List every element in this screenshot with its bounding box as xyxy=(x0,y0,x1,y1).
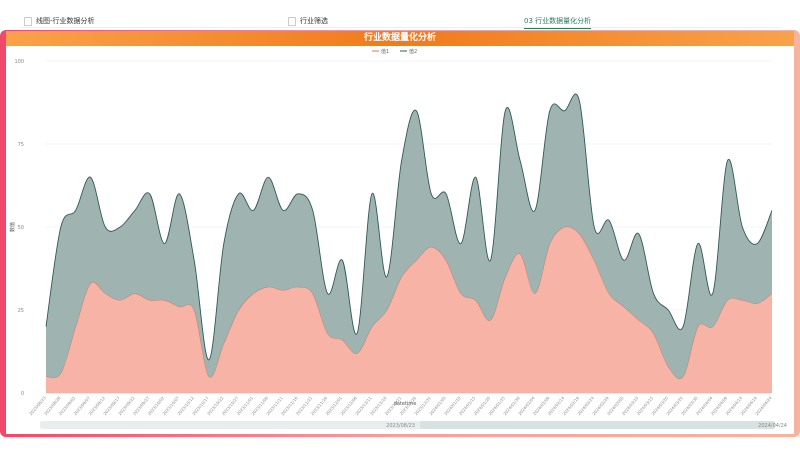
legend-label: 值1 xyxy=(381,48,389,55)
area-line xyxy=(45,93,773,361)
y-tick-label: 50 xyxy=(18,225,24,231)
tab-label: 行业筛选 xyxy=(300,17,328,25)
area-line xyxy=(45,226,773,380)
tab[interactable]: 行业筛选 xyxy=(288,16,328,26)
legend-label: 值2 xyxy=(409,48,417,55)
x-axis-label: datetime xyxy=(394,401,417,407)
tab[interactable]: 线图-行业数据分析 xyxy=(24,16,95,26)
y-tick-label: 100 xyxy=(14,59,24,65)
header: 行业数据量化分析 xyxy=(6,31,794,46)
y-tick-label: 0 xyxy=(21,391,24,397)
y-tick-label: 25 xyxy=(18,308,24,314)
tab-label: 线图-行业数据分析 xyxy=(36,17,95,25)
y-tick-label: 75 xyxy=(18,142,24,148)
slider-end-label: 2024/04/24 xyxy=(758,423,787,429)
slider-range xyxy=(420,421,775,429)
area-fill xyxy=(46,226,772,393)
slider-start-label: 2023/08/23 xyxy=(386,423,415,429)
tab-active[interactable]: 03 行业数据量化分析 xyxy=(524,16,592,29)
area-fill xyxy=(46,93,772,379)
tab-divider xyxy=(20,27,780,28)
tab-label: 03 行业数据量化分析 xyxy=(524,17,592,25)
y-axis-label: 数值 xyxy=(9,222,16,232)
